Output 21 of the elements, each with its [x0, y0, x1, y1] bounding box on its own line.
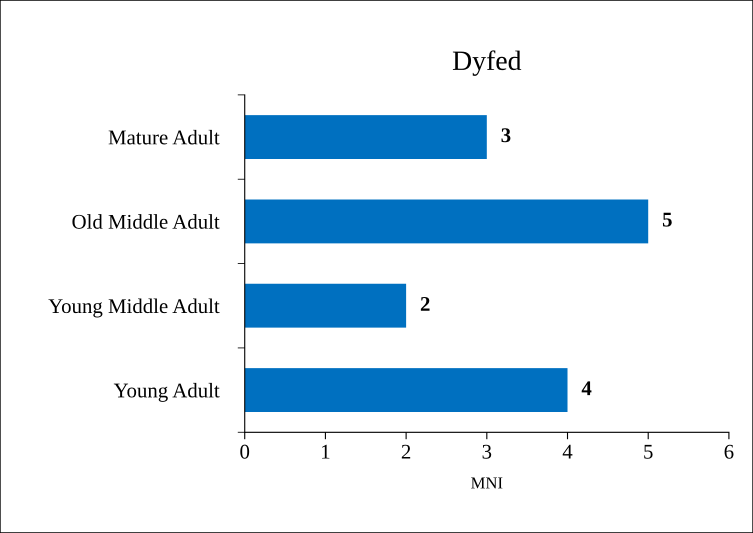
data-label: 5 — [662, 212, 672, 227]
y-tick-label: Old Middle Adult — [72, 214, 220, 229]
x-tick-label: 0 — [240, 444, 250, 459]
bar — [244, 199, 648, 244]
data-label: 4 — [582, 381, 592, 396]
bar — [244, 368, 568, 412]
x-tick-label: 6 — [724, 444, 734, 459]
x-tick-label: 5 — [644, 444, 653, 459]
x-tick-label: 2 — [402, 444, 410, 459]
y-tick-label: Young Adult — [114, 382, 220, 402]
y-tick-label: Mature Adult — [108, 130, 220, 144]
x-axis-title: MNI — [471, 478, 502, 488]
bar — [244, 115, 487, 159]
chart-title: Dyfed — [452, 50, 522, 76]
bar — [244, 284, 406, 328]
x-tick-label: 1 — [322, 444, 330, 459]
data-label: 2 — [420, 296, 430, 311]
x-tick-label: 4 — [562, 444, 572, 459]
x-tick-label: 3 — [482, 444, 492, 459]
y-tick-label: Young Middle Adult — [48, 298, 220, 318]
data-label: 3 — [501, 128, 510, 142]
